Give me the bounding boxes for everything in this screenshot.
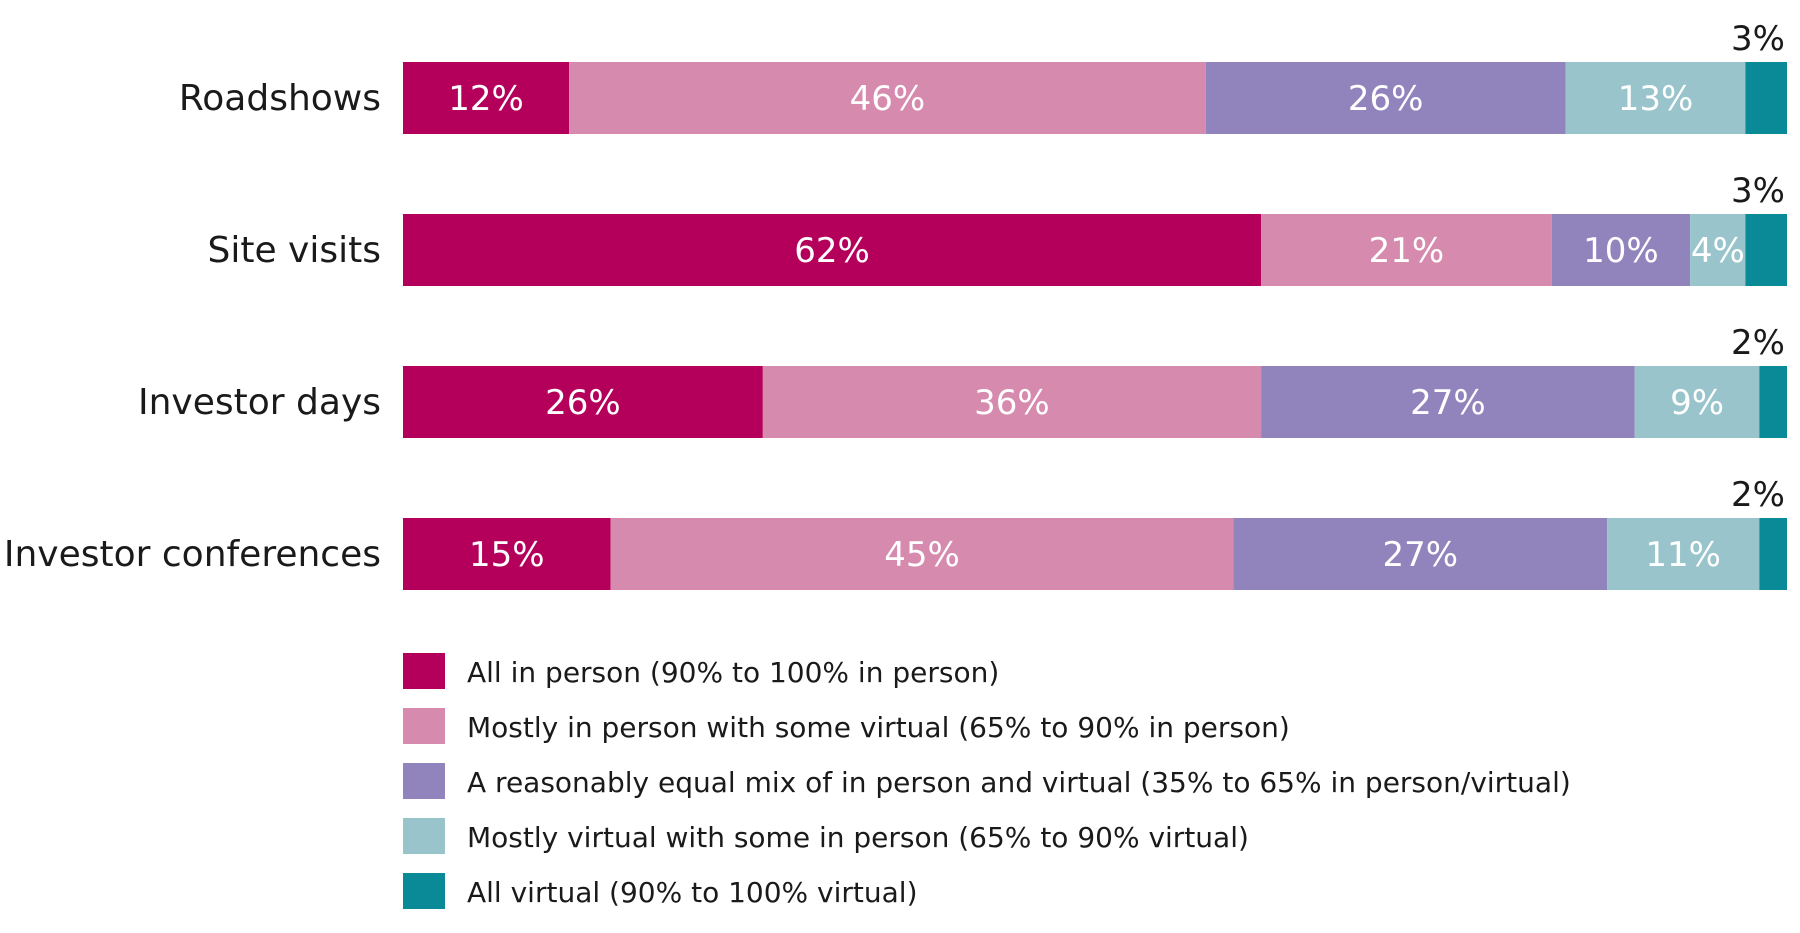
bar-segment-roadshows-3 <box>1205 62 1566 134</box>
legend-label-2: Mostly in person with some virtual (65% … <box>467 711 1290 744</box>
data-label-site-visits-4: 4% <box>1691 231 1745 271</box>
bar-segment-investor-days-5 <box>1759 366 1787 438</box>
bar-segment-site-visits-4 <box>1690 214 1746 286</box>
data-label-site-visits-3: 10% <box>1583 231 1659 271</box>
legend-swatch-3 <box>403 763 445 799</box>
data-label-investor-conferences-1: 15% <box>469 535 545 575</box>
legend-swatch-2 <box>403 708 445 744</box>
data-label-investor-days-1: 26% <box>545 383 621 423</box>
bar-segment-site-visits-3 <box>1551 214 1691 286</box>
bar-segment-investor-days-1 <box>403 366 763 438</box>
legend-label-1: All in person (90% to 100% in person) <box>467 656 999 689</box>
bar-segment-investor-conferences-5 <box>1759 518 1787 590</box>
legend-label-3: A reasonably equal mix of in person and … <box>467 766 1571 799</box>
bar-segment-roadshows-4 <box>1565 62 1746 134</box>
legend: All in person (90% to 100% in person) Mos… <box>403 653 1571 909</box>
bar-segment-investor-days-4 <box>1634 366 1760 438</box>
bar-segment-investor-conferences-1 <box>403 518 611 590</box>
category-label-investor-conferences: Investor conferences <box>4 534 381 575</box>
bar-segment-investor-conferences-3 <box>1233 518 1608 590</box>
data-label-roadshows-1: 12% <box>448 79 524 119</box>
legend-swatch-5 <box>403 873 445 909</box>
data-label-investor-days-5: 2% <box>1731 323 1785 363</box>
data-label-investor-conferences-5: 2% <box>1731 475 1785 515</box>
data-label-roadshows-2: 46% <box>850 79 926 119</box>
data-label-investor-conferences-4: 11% <box>1645 535 1721 575</box>
data-label-roadshows-4: 13% <box>1618 79 1694 119</box>
bar-segment-site-visits-1 <box>403 214 1262 286</box>
data-label-investor-conferences-3: 27% <box>1382 535 1458 575</box>
bar-segment-site-visits-5 <box>1745 214 1787 286</box>
legend-label-5: All virtual (90% to 100% virtual) <box>467 876 918 909</box>
data-label-site-visits-2: 21% <box>1369 231 1445 271</box>
data-label-investor-conferences-2: 45% <box>884 535 960 575</box>
category-label-site-visits: Site visits <box>208 230 382 271</box>
category-label-roadshows: Roadshows <box>179 78 381 119</box>
bar-segment-site-visits-2 <box>1261 214 1552 286</box>
bar-segment-roadshows-2 <box>569 62 1206 134</box>
data-label-roadshows-5: 3% <box>1731 19 1785 59</box>
data-label-roadshows-3: 26% <box>1348 79 1424 119</box>
bar-segment-investor-days-2 <box>762 366 1262 438</box>
legend-swatch-1 <box>403 653 445 689</box>
legend-label-4: Mostly virtual with some in person (65% … <box>467 821 1249 854</box>
category-label-investor-days: Investor days <box>138 382 381 423</box>
data-label-site-visits-1: 62% <box>794 231 870 271</box>
bar-segment-investor-days-3 <box>1261 366 1635 438</box>
bar-segment-roadshows-5 <box>1745 62 1787 134</box>
data-label-investor-days-4: 9% <box>1670 383 1724 423</box>
bars-layer: Roadshows 12% 46% 26% 13% 3% Site visits 62% 21%… <box>4 19 1787 590</box>
data-label-site-visits-5: 3% <box>1731 171 1785 211</box>
bar-segment-investor-conferences-4 <box>1607 518 1760 590</box>
bar-segment-roadshows-1 <box>403 62 570 134</box>
bar-segment-investor-conferences-2 <box>610 518 1234 590</box>
legend-swatch-4 <box>403 818 445 854</box>
data-label-investor-days-2: 36% <box>974 383 1050 423</box>
data-label-investor-days-3: 27% <box>1410 383 1486 423</box>
